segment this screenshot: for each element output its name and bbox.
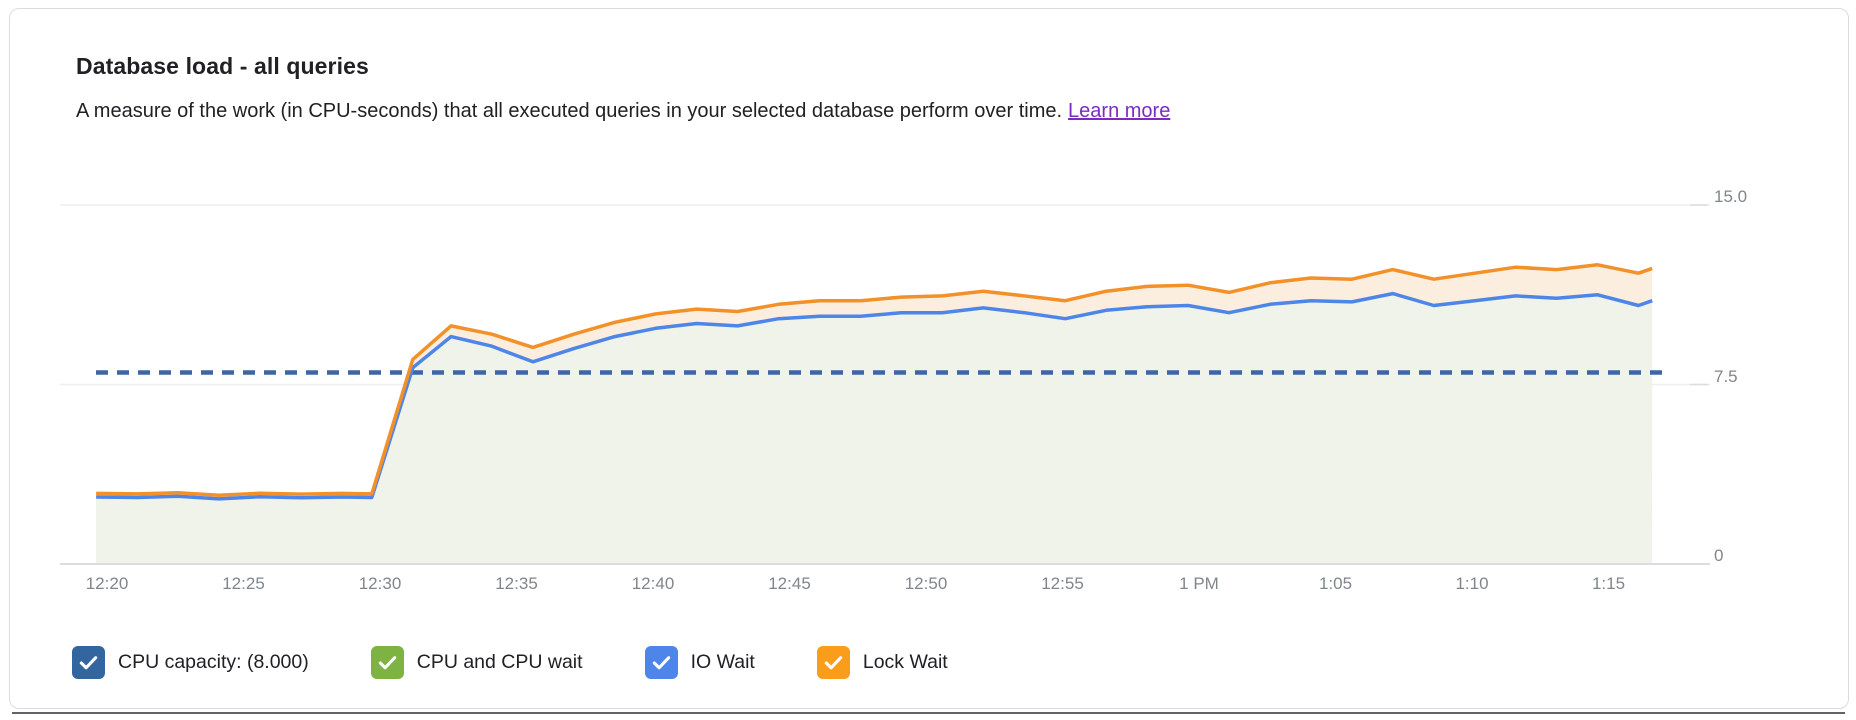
check-icon [79,656,98,670]
check-icon [378,656,396,670]
learn-more-link[interactable]: Learn more [1068,100,1171,122]
cpu-capacity-checkbox[interactable] [72,646,105,679]
x-axis-label: 1 PM [1179,574,1219,593]
io-wait-checkbox[interactable] [644,646,678,679]
lock-wait-band-area [96,264,1653,499]
legend-item-cpu-and-cpu-wait[interactable]: CPU and CPU wait [370,646,583,679]
y-axis-label: 0 [1714,546,1724,565]
legend-label: IO Wait [690,651,755,673]
database-load-card: Database load - all queries A measure of… [9,8,1849,709]
chart-title: Database load - all queries [76,53,369,79]
x-axis-label: 1:10 [1455,574,1489,593]
cpu-and-cpu-wait-area [96,293,1653,564]
bottom-divider [12,712,1845,714]
chart-subtitle-text: A measure of the work (in CPU-seconds) t… [76,100,1063,122]
lock-wait-line [96,263,1653,498]
x-axis-label: 12:20 [85,574,129,593]
lock-wait-checkbox[interactable] [816,646,850,679]
check-icon [652,656,670,670]
chart-subtitle: A measure of the work (in CPU-seconds) t… [76,100,1170,123]
x-axis-label: 12:45 [768,574,811,593]
gridlines [60,204,1710,386]
chart-legend: CPU capacity: (8.000) CPU and CPU wait IO … [72,646,948,679]
x-axis-label: 12:25 [222,574,265,593]
x-axis-label: 1:15 [1591,574,1626,593]
y-axis-label: 7.5 [1714,366,1738,386]
cpu-and-cpu-wait-checkbox[interactable] [370,646,404,679]
legend-item-io-wait[interactable]: IO Wait [644,646,755,679]
x-axis-label: 12:30 [358,574,402,593]
legend-label: Lock Wait [862,651,948,673]
legend-label: CPU and CPU wait [416,651,583,673]
x-axis-label: 12:35 [495,574,538,593]
x-axis-label: 12:55 [1041,574,1084,593]
check-icon [824,656,843,670]
legend-item-lock-wait[interactable]: Lock Wait [816,646,948,679]
x-axis-label: 1:05 [1318,574,1353,593]
y-axis-label: 15.0 [1714,187,1748,206]
y-axis-tickmarks [1690,204,1708,565]
legend-item-cpu-capacity[interactable]: CPU capacity: (8.000) [72,646,309,679]
x-axis-label: 12:40 [631,574,675,593]
io-wait-line [96,291,1653,501]
x-axis-label: 12:50 [904,574,948,593]
legend-label: CPU capacity: (8.000) [118,651,309,673]
